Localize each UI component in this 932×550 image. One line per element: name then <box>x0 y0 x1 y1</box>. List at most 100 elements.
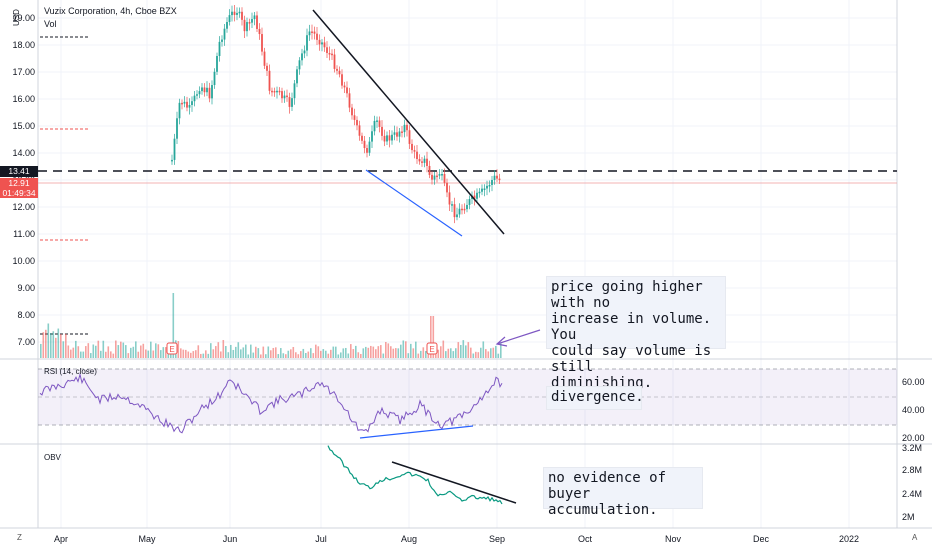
volume-bar <box>57 328 60 358</box>
volume-bar <box>330 349 332 358</box>
volume-bar <box>402 340 405 358</box>
volume-bar <box>412 348 415 358</box>
candle-body <box>228 15 231 23</box>
earnings-marker[interactable]: E <box>166 342 178 355</box>
obv-trend-line[interactable] <box>391 461 517 504</box>
volume-bar <box>407 353 410 358</box>
volume-bar <box>117 345 120 358</box>
volume-bar <box>115 340 117 358</box>
candle-body <box>281 91 283 99</box>
volume-bar <box>135 341 137 358</box>
candle-body <box>261 34 263 52</box>
candle-body <box>176 118 178 139</box>
volume-bar <box>232 349 235 358</box>
candle-body <box>201 87 203 92</box>
candle-body <box>286 95 288 98</box>
rsi-tick-label: 60.00 <box>902 377 925 387</box>
volume-bar <box>305 353 307 358</box>
volume-bar <box>180 348 182 358</box>
volume-bar <box>375 349 377 358</box>
volume-bar <box>442 340 445 358</box>
candle-body <box>381 126 383 136</box>
volume-bar <box>270 350 272 358</box>
candle-body <box>453 204 456 218</box>
candle-body <box>478 191 481 194</box>
obv-annotation[interactable]: no evidence of buyer accumulation. <box>543 467 703 518</box>
volume-bar <box>277 354 280 358</box>
candle-body <box>276 90 278 93</box>
downtrend-line[interactable] <box>312 9 505 235</box>
candle-body <box>293 83 296 99</box>
candle-body <box>358 125 361 136</box>
volume-bar <box>390 346 392 358</box>
volume-bars <box>40 293 502 358</box>
time-tick-label: May <box>138 534 156 544</box>
volume-bar <box>335 346 337 358</box>
candle-body <box>363 140 366 149</box>
candle-body <box>266 65 268 71</box>
candle-body <box>193 95 196 102</box>
earnings-marker[interactable]: E <box>426 342 438 355</box>
volume-bar <box>97 340 100 358</box>
candle-body <box>366 148 368 153</box>
candle-body <box>421 161 423 163</box>
chart-title: Vuzix Corporation, 4h, Cboe BZX <box>44 6 177 16</box>
volume-bar <box>360 353 362 358</box>
volume-annotation[interactable]: price going higher with no increase in v… <box>546 276 726 391</box>
volume-bar <box>362 348 365 358</box>
candle-body <box>308 31 311 36</box>
volume-bar <box>192 351 195 358</box>
candle-body <box>446 182 448 193</box>
volume-bar <box>240 349 242 358</box>
volume-bar <box>432 316 435 358</box>
candle-body <box>438 174 441 176</box>
candle-body <box>481 188 483 192</box>
volume-bar <box>210 343 212 358</box>
zoom-button[interactable]: Z <box>17 533 22 542</box>
rsi-annotation[interactable]: divergence. <box>546 386 644 410</box>
candle-body <box>401 131 403 133</box>
obv-axis: 3.2M 2.8M 2.4M 2M <box>902 443 922 522</box>
volume-bar <box>455 348 457 358</box>
volume-bar <box>280 348 282 358</box>
volume-bar <box>365 346 367 358</box>
volume-bar <box>475 351 477 358</box>
candle-body <box>208 87 211 99</box>
price-tick-label: 19.00 <box>12 13 35 23</box>
volume-bar <box>145 349 147 358</box>
volume-bar <box>410 343 412 358</box>
time-tick-label: Jun <box>223 534 238 544</box>
volume-bar <box>285 354 287 358</box>
candle-body <box>223 28 226 40</box>
candle-body <box>491 179 493 185</box>
volume-bar <box>355 345 357 358</box>
volume-bar <box>227 352 230 358</box>
volume-bar <box>490 348 492 358</box>
volume-bar <box>122 342 125 358</box>
volume-bar <box>247 354 250 358</box>
volume-bar <box>462 340 465 358</box>
rsi-trend-line[interactable] <box>359 425 474 439</box>
candle-body <box>203 87 206 93</box>
volume-bar <box>140 345 142 358</box>
svg-text:E: E <box>429 345 434 354</box>
volume-bar <box>327 353 330 358</box>
volume-bar <box>405 341 407 358</box>
support-trend-line[interactable] <box>365 169 463 237</box>
volume-bar <box>395 348 397 358</box>
volume-bar <box>465 345 467 358</box>
candle-body <box>393 132 396 135</box>
time-tick-label: 2022 <box>839 534 859 544</box>
candle-body <box>361 135 363 141</box>
last-price-tag: 12.91 <box>0 178 38 188</box>
volume-bar <box>290 349 292 358</box>
annotation-arrow[interactable] <box>495 329 541 347</box>
volume-bar <box>380 345 382 358</box>
volume-bar <box>272 347 275 358</box>
auto-scale-button[interactable]: A <box>912 533 918 542</box>
volume-bar <box>337 354 340 358</box>
candle-body <box>338 70 341 75</box>
volume-bar <box>102 340 105 358</box>
candle-body <box>418 159 421 162</box>
